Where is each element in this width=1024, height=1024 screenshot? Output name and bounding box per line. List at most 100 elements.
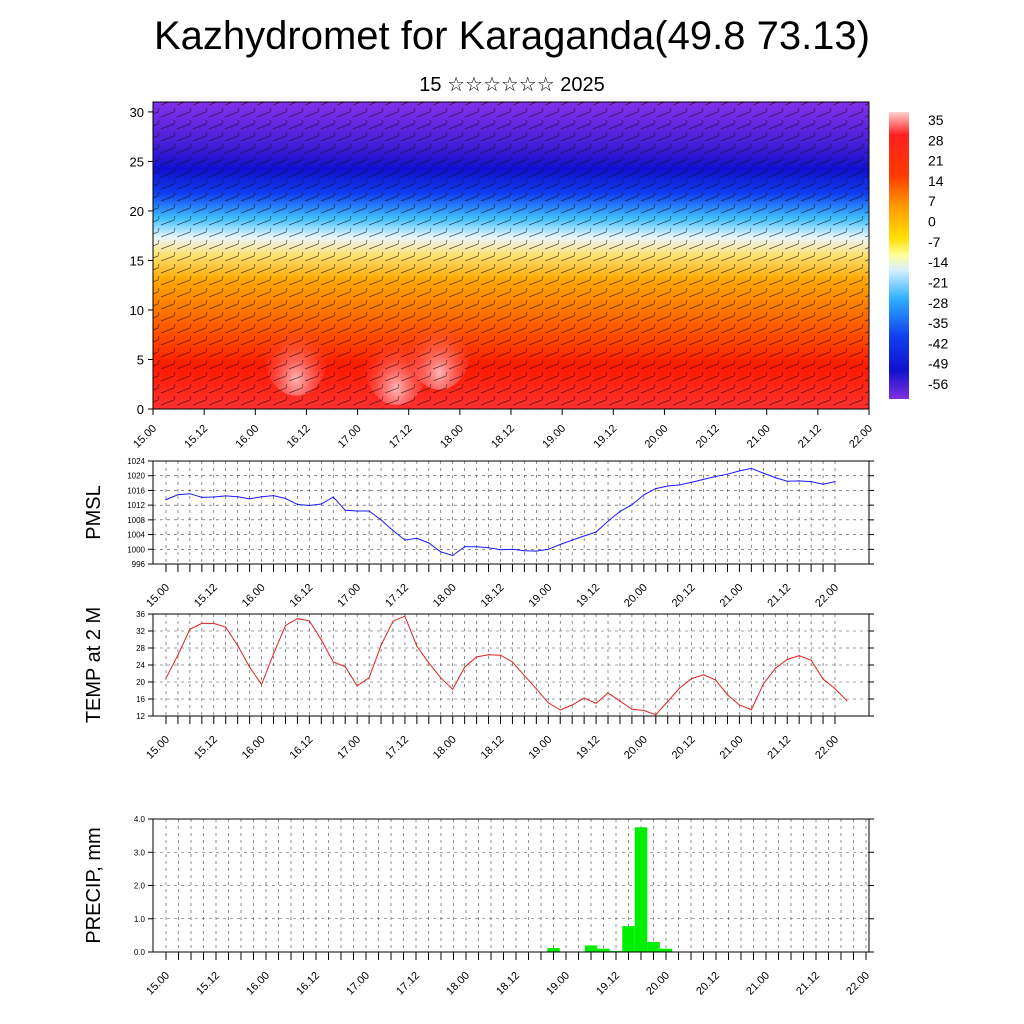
cross-section-panel: 0 5 10 15 20 25 30 15.00 15.12 16.00 16.12 17.00 17.… bbox=[130, 101, 948, 451]
x-tick-label: 22.00 bbox=[813, 734, 841, 762]
x-tick-label: 21.00 bbox=[718, 734, 746, 762]
y-tick-label: 1024 bbox=[127, 457, 145, 466]
x-tick-label: 18.00 bbox=[444, 970, 472, 998]
x-tick-label: 15.00 bbox=[144, 734, 172, 762]
x-tick-label: 20.00 bbox=[622, 734, 650, 762]
colorbar-label: -28 bbox=[928, 295, 948, 311]
colorbar-label: -56 bbox=[928, 376, 948, 392]
x-tick-label: 18.00 bbox=[438, 423, 466, 451]
x-tick-label: 20.00 bbox=[643, 423, 671, 451]
y-tick-label: 0 bbox=[137, 402, 144, 417]
x-tick-label: 15.12 bbox=[194, 970, 222, 998]
colorbar-label: -42 bbox=[928, 335, 948, 351]
x-tick-label: 19.12 bbox=[591, 423, 619, 451]
x-tick-label: 17.12 bbox=[383, 734, 411, 762]
y-tick-label: 20 bbox=[136, 678, 145, 687]
x-tick-label: 15.12 bbox=[192, 734, 220, 762]
colorbar-label: 7 bbox=[928, 193, 936, 209]
x-tick-label: 20.12 bbox=[694, 970, 722, 998]
precip-frame bbox=[152, 818, 870, 953]
x-tick-label: 16.00 bbox=[233, 423, 261, 451]
y-tick-label: 20 bbox=[130, 204, 144, 219]
x-tick-label: 19.00 bbox=[540, 423, 568, 451]
y-tick-label: 28 bbox=[136, 644, 145, 653]
precip-panel: 0.0 1.0 2.0 3.0 4.0 15.00 15.12 16.00 16.12 17.00… bbox=[83, 815, 874, 998]
pmsl-frame bbox=[152, 460, 870, 565]
x-tick-label: 18.00 bbox=[431, 582, 459, 610]
x-tick-label: 20.00 bbox=[622, 582, 650, 610]
page-subtitle: 15 ☆☆☆☆☆☆ 2025 bbox=[419, 74, 605, 96]
y-tick-label: 0.0 bbox=[134, 948, 146, 957]
x-tick-label: 16.12 bbox=[294, 970, 322, 998]
y-tick-label: 15 bbox=[130, 253, 144, 268]
x-tick-label: 17.00 bbox=[336, 423, 364, 451]
y-tick-label: 24 bbox=[136, 661, 145, 670]
x-tick-label: 18.12 bbox=[479, 582, 507, 610]
x-tick-label: 16.00 bbox=[240, 582, 268, 610]
colorbar-label: 14 bbox=[928, 173, 944, 189]
x-tick-label: 21.00 bbox=[718, 582, 746, 610]
precip-bar bbox=[547, 948, 560, 952]
x-tick-label: 15.12 bbox=[182, 423, 210, 451]
y-tick-label: 1.0 bbox=[134, 915, 146, 924]
x-tick-label: 20.12 bbox=[670, 734, 698, 762]
x-tick-label: 17.00 bbox=[344, 970, 372, 998]
pmsl-panel: 996 1000 1004 1008 1012 1016 1020 1024 15.00 15.1… bbox=[83, 457, 874, 610]
x-tick-label: 18.00 bbox=[431, 734, 459, 762]
pmsl-plot-bg bbox=[153, 461, 869, 564]
colorbar bbox=[889, 112, 909, 399]
y-tick-label: 25 bbox=[130, 154, 144, 169]
x-tick-label: 17.00 bbox=[335, 582, 363, 610]
y-tick-label: 1008 bbox=[127, 516, 145, 525]
x-tick-label: 17.12 bbox=[394, 970, 422, 998]
y-tick-label: 30 bbox=[130, 105, 144, 120]
x-tick-label: 16.00 bbox=[240, 734, 268, 762]
x-tick-label: 19.12 bbox=[574, 734, 602, 762]
pmsl-ylabel: PMSL bbox=[83, 485, 105, 539]
x-tick-label: 21.00 bbox=[745, 423, 773, 451]
x-tick-label: 16.12 bbox=[285, 423, 313, 451]
colorbar-label: 35 bbox=[928, 112, 944, 128]
x-tick-label: 17.12 bbox=[387, 423, 415, 451]
x-tick-label: 21.12 bbox=[765, 582, 793, 610]
x-tick-label: 17.12 bbox=[383, 582, 411, 610]
x-tick-label: 19.00 bbox=[526, 582, 554, 610]
y-tick-label: 5 bbox=[137, 352, 144, 367]
temp-ylabel: TEMP at 2 M bbox=[83, 607, 105, 723]
temp-frame bbox=[152, 613, 870, 717]
y-tick-label: 996 bbox=[132, 560, 146, 569]
x-tick-label: 15.12 bbox=[192, 582, 220, 610]
y-tick-label: 1000 bbox=[127, 545, 145, 554]
colorbar-label: -14 bbox=[928, 254, 948, 270]
colorbar-label: -21 bbox=[928, 274, 948, 290]
x-tick-label: 21.12 bbox=[796, 423, 824, 451]
x-tick-label: 20.00 bbox=[644, 970, 672, 998]
y-tick-label: 36 bbox=[136, 610, 145, 619]
y-tick-label: 1020 bbox=[127, 472, 145, 481]
colorbar-label: 21 bbox=[928, 153, 944, 169]
x-tick-label: 22.00 bbox=[844, 970, 872, 998]
x-tick-label: 20.12 bbox=[694, 423, 722, 451]
precip-bar bbox=[634, 827, 648, 952]
x-tick-label: 21.12 bbox=[794, 970, 822, 998]
x-tick-label: 15.00 bbox=[131, 423, 159, 451]
x-tick-label: 17.00 bbox=[335, 734, 363, 762]
x-tick-label: 21.00 bbox=[744, 970, 772, 998]
y-tick-label: 16 bbox=[136, 695, 145, 704]
y-tick-label: 1016 bbox=[127, 486, 145, 495]
y-tick-label: 2.0 bbox=[134, 882, 146, 891]
y-tick-label: 10 bbox=[130, 303, 144, 318]
x-tick-label: 20.12 bbox=[670, 582, 698, 610]
precip-bar bbox=[647, 942, 660, 952]
x-tick-label: 16.12 bbox=[288, 582, 316, 610]
x-tick-label: 19.00 bbox=[544, 970, 572, 998]
x-tick-label: 19.00 bbox=[526, 734, 554, 762]
y-tick-label: 1012 bbox=[127, 501, 145, 510]
y-tick-label: 32 bbox=[136, 627, 145, 636]
colorbar-label: 0 bbox=[928, 214, 936, 230]
temp-series-line bbox=[165, 615, 848, 716]
x-tick-label: 22.00 bbox=[813, 582, 841, 610]
x-tick-label: 16.00 bbox=[244, 970, 272, 998]
wind-barbs bbox=[153, 102, 869, 409]
